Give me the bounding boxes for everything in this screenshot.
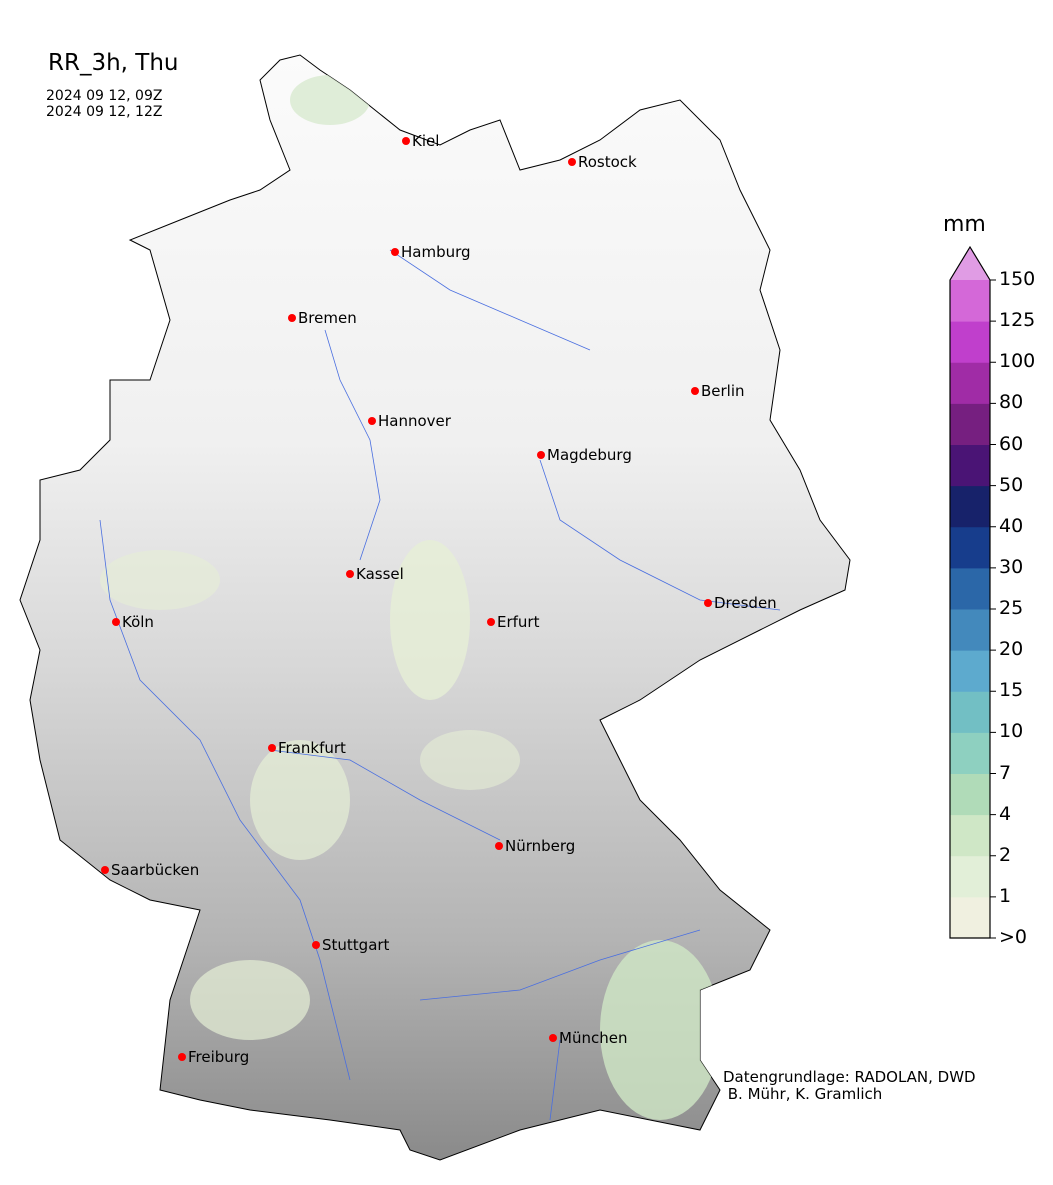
colorbar-segment xyxy=(950,855,990,898)
colorbar-segment xyxy=(950,814,990,857)
city-marker xyxy=(312,941,320,949)
colorbar-segment xyxy=(950,773,990,816)
city-marker xyxy=(495,842,503,850)
city-marker xyxy=(537,451,545,459)
colorbar-tick-label: 4 xyxy=(999,802,1012,825)
colorbar-segment xyxy=(950,650,990,692)
colorbar-tick-label: 30 xyxy=(999,555,1024,578)
colorbar-tick-label: 15 xyxy=(999,679,1024,702)
city-münchen: München xyxy=(549,1029,627,1047)
city-marker xyxy=(101,866,109,874)
city-magdeburg: Magdeburg xyxy=(537,446,632,464)
city-label: Rostock xyxy=(578,153,637,171)
city-marker xyxy=(268,744,276,752)
colorbar-tick-label: 50 xyxy=(999,473,1024,496)
city-köln: Köln xyxy=(112,613,154,631)
colorbar xyxy=(949,245,996,939)
city-marker xyxy=(487,618,495,626)
city-label: Köln xyxy=(122,613,154,631)
city-markers: Kiel Rostock Hamburg Bremen Berlin Hannover Ma… xyxy=(101,132,777,1066)
colorbar-segment xyxy=(950,526,990,569)
colorbar-segment xyxy=(950,321,990,363)
colorbar-tick-label: 2 xyxy=(999,843,1012,866)
city-label: Erfurt xyxy=(497,613,540,631)
city-freiburg: Freiburg xyxy=(178,1048,249,1066)
colorbar-tick-label: 60 xyxy=(999,432,1024,455)
city-label: Nürnberg xyxy=(505,837,575,855)
city-label: Hannover xyxy=(378,412,452,430)
city-label: Hamburg xyxy=(401,243,471,261)
city-erfurt: Erfurt xyxy=(487,613,540,631)
city-label: Stuttgart xyxy=(322,936,390,954)
city-nürnberg: Nürnberg xyxy=(495,837,575,855)
colorbar-tick-label: 125 xyxy=(999,309,1036,332)
colorbar-segment xyxy=(950,280,990,322)
colorbar-tick-label: 100 xyxy=(999,350,1036,373)
city-marker xyxy=(288,314,296,322)
data-credit: Datengrundlage: RADOLAN, DWD B. Mühr, K.… xyxy=(723,1068,976,1103)
city-label: Dresden xyxy=(714,594,777,612)
city-frankfurt: Frankfurt xyxy=(268,739,346,757)
city-marker xyxy=(549,1034,557,1042)
city-hannover: Hannover xyxy=(368,412,452,430)
city-marker xyxy=(112,618,120,626)
city-label: Frankfurt xyxy=(278,739,346,757)
city-label: Bremen xyxy=(298,309,357,327)
precipitation-patches xyxy=(100,75,720,1120)
rivers xyxy=(99,249,781,1121)
colorbar-segment xyxy=(950,403,990,445)
colorbar-tick-label: >0 xyxy=(999,926,1028,948)
colorbar-segment xyxy=(950,362,990,404)
city-berlin: Berlin xyxy=(691,382,745,400)
city-marker xyxy=(368,417,376,425)
city-marker xyxy=(346,570,354,578)
colorbar-tick-label: 40 xyxy=(999,514,1024,537)
map-title: RR_3h, Thu xyxy=(48,50,179,76)
colorbar-tick-label: 80 xyxy=(999,391,1024,414)
valid-from: 2024 09 12, 09Z xyxy=(46,88,163,104)
valid-to: 2024 09 12, 12Z xyxy=(46,104,163,120)
city-marker xyxy=(568,158,576,166)
colorbar-tick-label: 25 xyxy=(999,597,1024,619)
colorbar-tick-label: 1 xyxy=(999,884,1012,907)
city-dresden: Dresden xyxy=(704,594,777,612)
city-marker xyxy=(178,1053,186,1061)
city-label: Berlin xyxy=(701,382,745,400)
colorbar-segment xyxy=(950,896,990,939)
colorbar-segment xyxy=(950,444,990,487)
city-marker xyxy=(391,248,399,256)
city-label: Freiburg xyxy=(188,1048,249,1066)
city-label: Saarbücken xyxy=(111,861,199,879)
city-label: Kiel xyxy=(412,132,439,150)
city-saarbücken: Saarbücken xyxy=(101,861,199,879)
city-marker xyxy=(402,137,410,145)
colorbar-tick-label: 7 xyxy=(999,761,1012,784)
city-hamburg: Hamburg xyxy=(391,243,471,261)
city-marker xyxy=(704,599,712,607)
city-stuttgart: Stuttgart xyxy=(312,936,390,954)
city-marker xyxy=(691,387,699,395)
colorbar-tick-label: 150 xyxy=(999,268,1036,290)
colorbar-segment xyxy=(950,732,990,774)
city-bremen: Bremen xyxy=(288,309,357,327)
city-label: München xyxy=(559,1029,627,1047)
city-rostock: Rostock xyxy=(568,153,637,171)
city-kiel: Kiel xyxy=(402,132,439,150)
colorbar-tick-label: 20 xyxy=(999,638,1024,661)
city-label: Magdeburg xyxy=(547,446,632,464)
colorbar-segment xyxy=(950,567,990,610)
city-label: Kassel xyxy=(356,565,404,583)
city-kassel: Kassel xyxy=(346,565,404,583)
colorbar-frame xyxy=(949,245,991,939)
colorbar-segment xyxy=(950,485,990,528)
colorbar-extend-arrow xyxy=(950,247,990,280)
colorbar-segment xyxy=(950,609,990,651)
colorbar-segment xyxy=(950,691,990,733)
colorbar-unit: mm xyxy=(943,212,986,237)
colorbar-tick-label: 10 xyxy=(999,720,1024,743)
